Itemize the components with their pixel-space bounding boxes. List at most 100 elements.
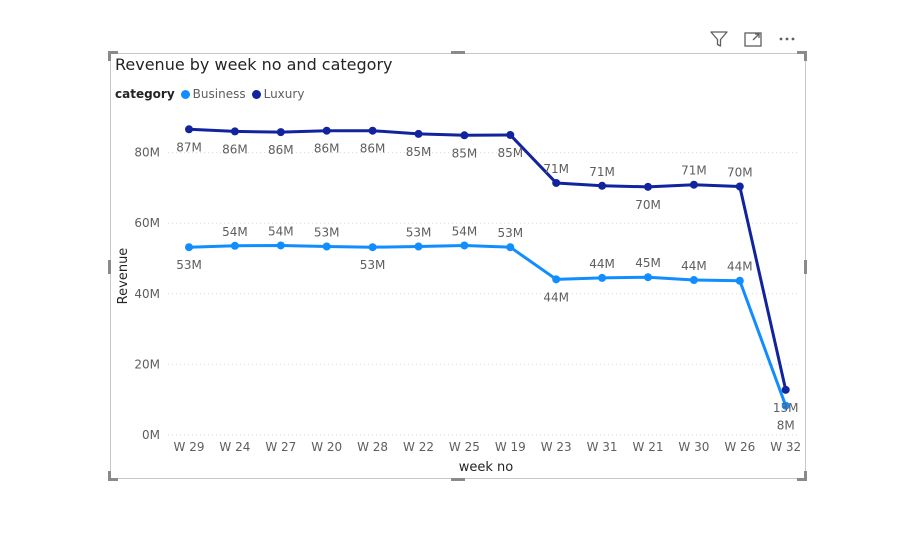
axes: 0M 20M 40M 60M 80M W 29 W 24 W 27 W 20 W 28 W 22 W … [116, 146, 801, 475]
resize-handle-top-right-v[interactable] [804, 51, 807, 61]
x-tick-label: W 25 [449, 440, 480, 454]
x-tick-label: W 32 [770, 440, 801, 454]
data-label-luxury: 87M [176, 140, 202, 154]
data-label-business: 8M [777, 419, 795, 433]
legend-item-business[interactable]: Business [180, 87, 246, 101]
data-point-luxury [322, 126, 331, 135]
data-point-business [230, 241, 239, 250]
data-point-luxury [185, 125, 193, 134]
data-point-luxury [506, 130, 515, 139]
data-point-business [506, 243, 515, 252]
resize-handle-bottom-left[interactable] [108, 478, 118, 481]
data-point-luxury [644, 182, 652, 191]
data-point-luxury [368, 126, 377, 135]
data-label-luxury: 70M [727, 165, 753, 179]
legend-label-luxury: Luxury [263, 87, 305, 101]
x-tick-label: W 28 [357, 440, 388, 454]
resize-handle-top[interactable] [451, 51, 465, 54]
resize-handle-bottom-right-v[interactable] [804, 471, 807, 481]
data-label-business: 44M [727, 260, 753, 274]
x-tick-label: W 24 [219, 440, 250, 454]
data-label-business: 53M [497, 226, 523, 240]
data-point-luxury [552, 178, 561, 187]
y-tick-label: 20M [134, 357, 160, 371]
legend-marker-luxury [251, 89, 261, 99]
data-label-business: 53M [176, 258, 202, 272]
data-point-business [552, 275, 561, 284]
data-point-business [689, 276, 698, 285]
filter-icon[interactable] [708, 28, 730, 50]
data-point-business [322, 242, 331, 251]
data-label-luxury: 86M [360, 142, 386, 156]
x-tick-label: W 27 [265, 440, 296, 454]
more-options-icon[interactable] [776, 28, 798, 50]
data-point-business [414, 242, 423, 251]
data-point-luxury [276, 128, 285, 137]
data-labels: 53M 54M 54M 53M 53M 53M 54M 53M 44M 44M 45M 44M 44M 8… [176, 140, 798, 432]
visual-header-toolbar [708, 28, 798, 50]
data-label-luxury: 85M [497, 146, 523, 160]
data-point-business [185, 243, 193, 252]
x-axis-title: week no [459, 460, 514, 475]
data-label-business: 53M [406, 225, 432, 239]
data-point-luxury [781, 385, 790, 394]
data-label-luxury: 71M [589, 165, 615, 179]
data-point-luxury [230, 127, 239, 136]
data-label-luxury: 71M [543, 162, 569, 176]
data-label-business: 53M [360, 258, 386, 272]
resize-handle-right[interactable] [804, 260, 807, 274]
x-tick-label: W 30 [678, 440, 709, 454]
legend-label-business: Business [192, 87, 246, 101]
data-label-business: 54M [222, 225, 248, 239]
data-point-business [644, 273, 652, 282]
legend-marker-business [180, 89, 190, 99]
data-label-luxury: 86M [314, 142, 340, 156]
series [185, 125, 790, 410]
x-tick-label: W 26 [724, 440, 755, 454]
resize-handle-top-left[interactable] [108, 51, 118, 54]
resize-handle-bottom[interactable] [451, 478, 465, 481]
y-axis-title: Revenue [116, 248, 131, 305]
y-tick-label: 40M [134, 287, 160, 301]
series-line-business [188, 243, 788, 407]
resize-handle-bottom-left-v[interactable] [108, 471, 111, 481]
y-tick-label: 60M [134, 216, 160, 230]
data-label-luxury: 85M [452, 146, 478, 160]
data-point-business [276, 241, 285, 250]
data-point-business [368, 243, 377, 252]
data-label-luxury: 70M [635, 198, 661, 212]
data-point-luxury [689, 180, 698, 189]
y-tick-label: 0M [142, 428, 160, 442]
legend-title: category [115, 87, 175, 101]
data-label-business: 44M [681, 259, 707, 273]
data-point-business [781, 401, 790, 410]
resize-handle-top-right[interactable] [797, 51, 807, 54]
resize-handle-top-left-v[interactable] [108, 51, 111, 61]
data-point-business [460, 241, 469, 250]
legend-item-luxury[interactable]: Luxury [251, 87, 305, 101]
resize-handle-left[interactable] [108, 260, 111, 274]
x-tick-label: W 29 [174, 440, 205, 454]
y-tick-label: 80M [134, 146, 160, 160]
data-point-luxury [414, 129, 423, 138]
chart-title: Revenue by week no and category [115, 55, 393, 74]
data-point-business [735, 276, 744, 285]
data-label-business: 53M [314, 225, 340, 239]
data-label-business: 44M [543, 290, 569, 304]
focus-mode-icon[interactable] [742, 28, 764, 50]
gridlines [168, 152, 800, 436]
x-tick-label: W 31 [587, 440, 618, 454]
series-line-luxury [188, 127, 788, 391]
data-label-business: 54M [452, 224, 478, 238]
chart-legend: category Business Luxury [115, 87, 310, 101]
x-tick-label: W 20 [311, 440, 342, 454]
data-label-business: 45M [635, 256, 661, 270]
x-tick-label: W 23 [541, 440, 572, 454]
data-label-luxury: 85M [406, 145, 432, 159]
data-point-luxury [735, 182, 744, 191]
resize-handle-bottom-right[interactable] [797, 478, 807, 481]
data-point-luxury [598, 181, 607, 190]
data-point-luxury [460, 131, 469, 140]
data-label-luxury: 13M [773, 401, 799, 415]
